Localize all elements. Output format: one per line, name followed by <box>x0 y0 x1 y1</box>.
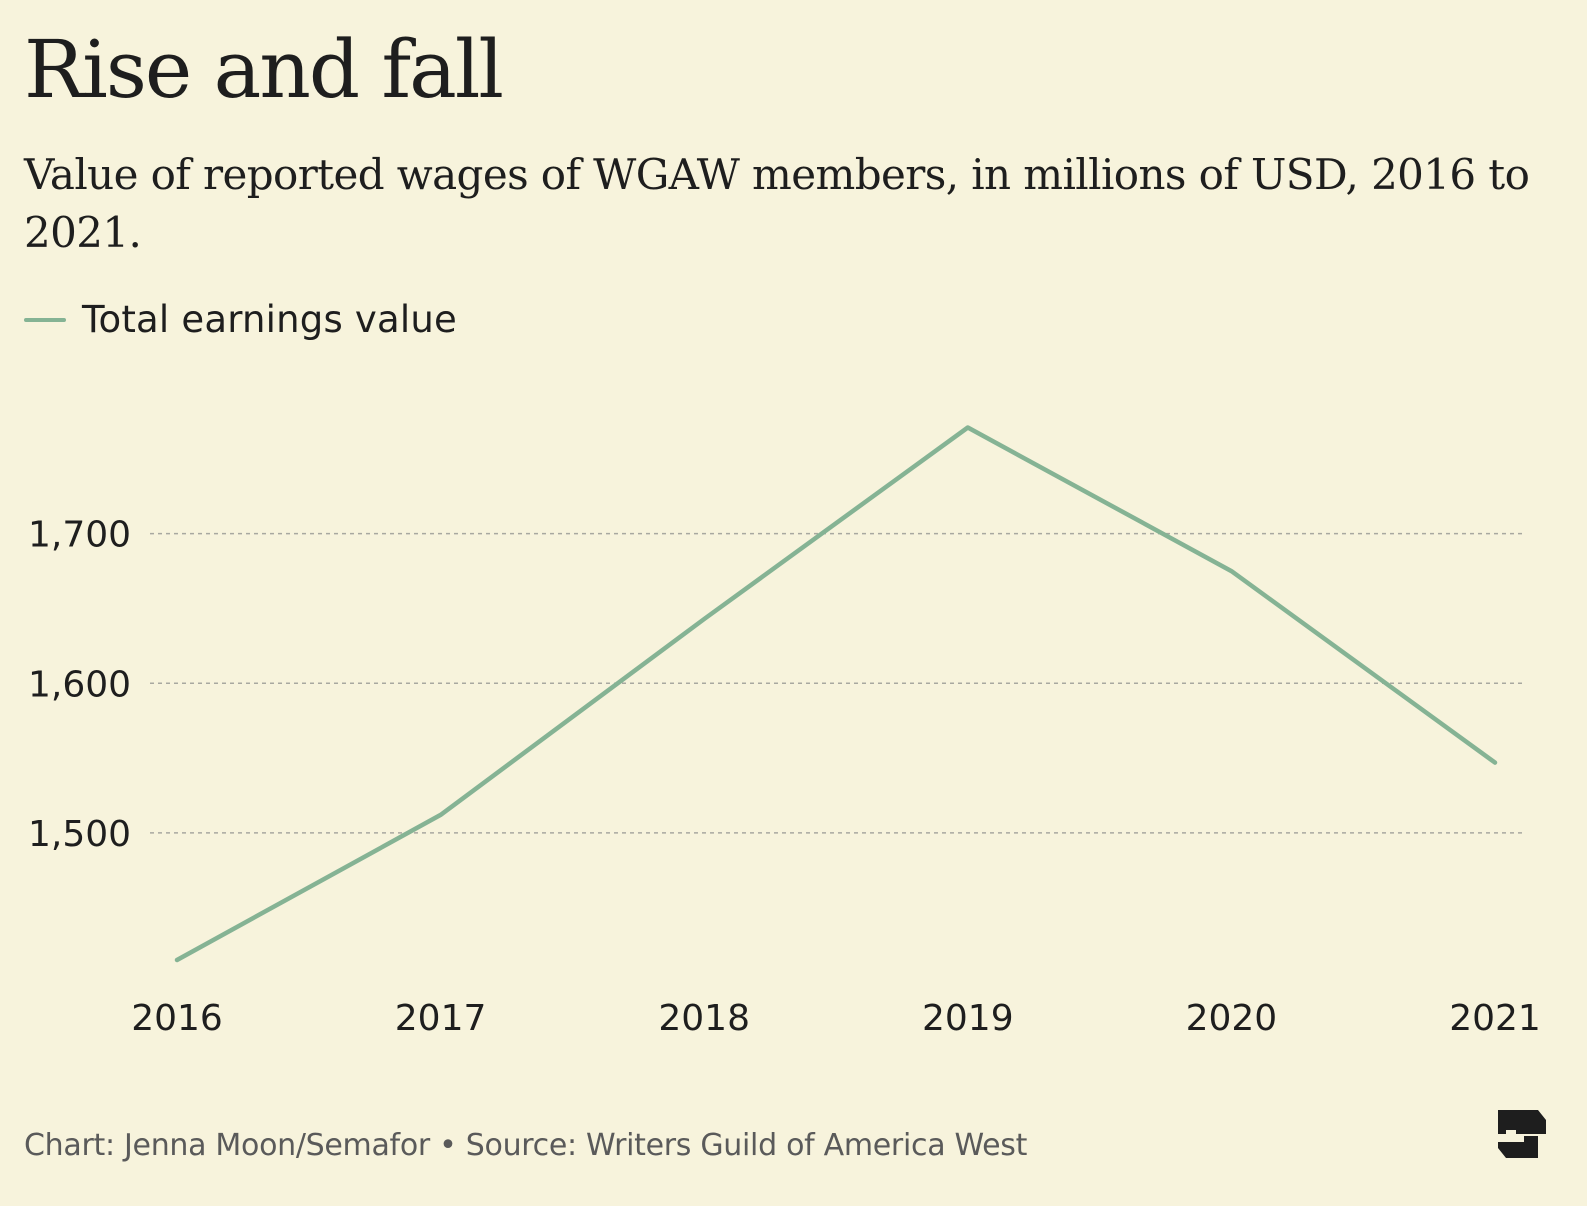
x-tick-label: 2021 <box>1449 998 1541 1039</box>
y-tick-label: 1,700 <box>28 515 131 556</box>
y-tick-label: 1,600 <box>28 664 131 705</box>
series-lines <box>174 425 1498 963</box>
legend-label: Total earnings value <box>82 298 457 341</box>
x-tick-label: 2020 <box>1186 998 1278 1039</box>
chart-credit: Chart: Jenna Moon/Semafor • Source: Writ… <box>24 1128 1028 1163</box>
x-tick-label: 2016 <box>131 998 223 1039</box>
semafor-logo-icon <box>1498 1110 1546 1158</box>
chart-subtitle: Value of reported wages of WGAW members,… <box>24 150 1530 257</box>
x-axis-labels: 2016 2017 2018 2019 2020 2021 <box>131 998 1541 1039</box>
series-line-total-earnings <box>174 425 1498 963</box>
chart-title: Rise and fall <box>24 23 504 116</box>
y-axis-labels: 1,500 1,600 1,700 <box>28 515 131 855</box>
x-tick-label: 2018 <box>658 998 750 1039</box>
legend: Total earnings value <box>24 297 457 343</box>
y-tick-label: 1,500 <box>28 814 131 855</box>
legend-line-swatch <box>24 318 66 322</box>
x-tick-label: 2019 <box>922 998 1014 1039</box>
x-tick-label: 2017 <box>395 998 487 1039</box>
gridlines <box>150 532 1522 834</box>
